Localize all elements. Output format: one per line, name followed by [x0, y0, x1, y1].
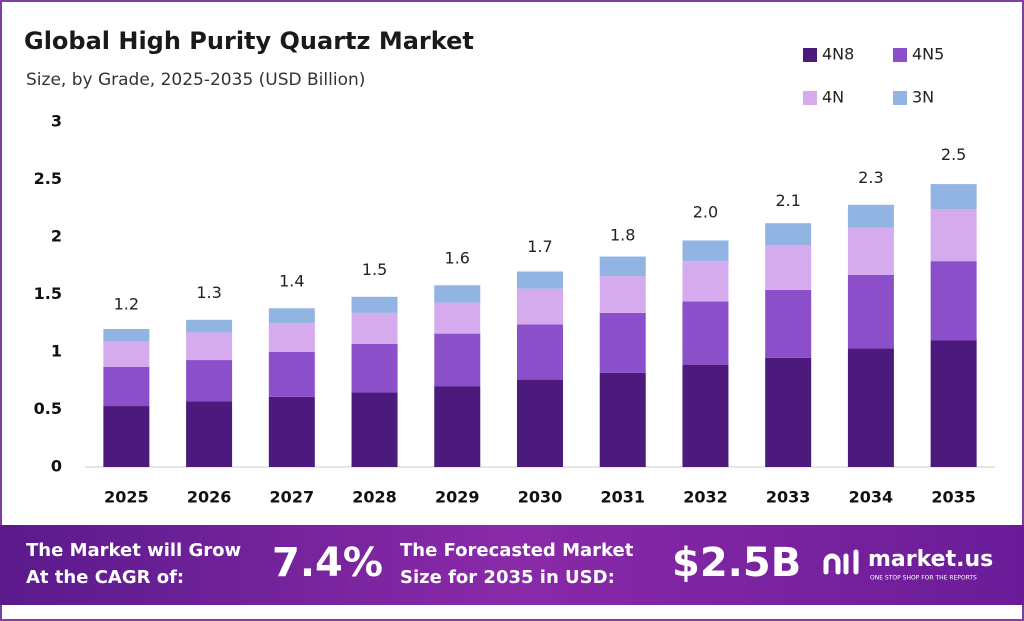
bar-segment — [351, 392, 398, 467]
bar-segment — [186, 360, 233, 402]
bar-segment — [930, 184, 977, 210]
x-tick-label: 2034 — [849, 488, 894, 507]
data-label: 1.8 — [610, 226, 635, 245]
bar-segment — [682, 364, 729, 467]
bar-segment — [103, 366, 150, 407]
bar-segment — [599, 312, 646, 373]
legend-label: 4N — [822, 88, 844, 107]
bar-segment — [351, 296, 398, 313]
brand-tagline: ONE STOP SHOP FOR THE REPORTS — [870, 575, 977, 582]
data-label: 2.1 — [775, 191, 800, 210]
x-tick-label: 2028 — [352, 488, 397, 507]
bar-segment — [847, 348, 894, 467]
bar-segment — [186, 319, 233, 333]
x-tick-label: 2032 — [683, 488, 728, 507]
bar-segment — [930, 340, 977, 467]
bar-segment — [517, 379, 563, 467]
bar-segment — [186, 332, 233, 361]
bar-segment — [847, 227, 894, 275]
bar-segment — [434, 285, 481, 303]
y-tick-label: 2.5 — [34, 169, 62, 188]
bar-segment — [351, 343, 398, 393]
bar-segment — [682, 240, 729, 262]
banner — [0, 525, 1024, 605]
legend-swatch — [803, 91, 817, 105]
banner-text: At the CAGR of: — [26, 567, 184, 588]
data-label: 1.4 — [279, 272, 304, 291]
data-label: 2.0 — [693, 203, 718, 222]
bar-segment — [599, 276, 646, 313]
x-tick-label: 2029 — [435, 488, 480, 507]
bar-segment — [847, 204, 894, 228]
chart-subtitle: Size, by Grade, 2025-2035 (USD Billion) — [26, 70, 365, 90]
bar-segment — [765, 223, 812, 246]
bar-segment — [186, 401, 233, 467]
legend-label: 4N8 — [822, 45, 854, 64]
bar-segment — [517, 271, 563, 289]
data-label: 1.5 — [362, 260, 387, 279]
bar-segment — [682, 301, 729, 365]
banner-text: The Forecasted Market — [400, 540, 634, 561]
bar-segment — [268, 308, 315, 324]
bar-segment — [268, 352, 315, 397]
y-tick-label: 3 — [51, 112, 62, 131]
bar-segment — [599, 256, 646, 277]
bar-segment — [765, 245, 812, 290]
x-tick-label: 2033 — [766, 488, 811, 507]
data-label: 2.5 — [941, 145, 966, 164]
bar-segment — [268, 323, 315, 352]
legend-swatch — [803, 48, 817, 62]
data-label: 1.2 — [114, 295, 139, 314]
x-tick-label: 2026 — [187, 488, 232, 507]
bar-segment — [682, 261, 729, 302]
bar-segment — [765, 357, 812, 467]
bar-segment — [930, 209, 977, 262]
data-label: 1.3 — [196, 283, 221, 302]
legend-label: 4N5 — [912, 45, 944, 64]
bar-segment — [517, 288, 563, 325]
brand: market.us — [868, 547, 993, 572]
bar-segment — [351, 312, 398, 344]
bar-segment — [930, 261, 977, 341]
legend-label: 3N — [912, 88, 934, 107]
bar-segment — [434, 386, 481, 467]
bar-segment — [434, 302, 481, 334]
x-tick-label: 2025 — [104, 488, 149, 507]
y-tick-label: 2 — [51, 227, 62, 246]
bar-segment — [103, 329, 150, 342]
bar-segment — [765, 289, 812, 358]
y-tick-label: 0 — [51, 457, 62, 476]
brand-logo — [823, 549, 859, 575]
bar-segment — [599, 372, 646, 467]
bar-segment — [103, 406, 150, 467]
x-tick-label: 2031 — [600, 488, 645, 507]
bar-segment — [268, 396, 315, 467]
y-tick-label: 1 — [51, 342, 62, 361]
chart-title: Global High Purity Quartz Market — [24, 27, 474, 55]
data-label: 1.6 — [445, 249, 470, 268]
legend-swatch — [893, 91, 907, 105]
banner-value: 7.4% — [272, 540, 383, 586]
bar-segment — [103, 341, 150, 367]
banner-value: $2.5B — [672, 540, 801, 586]
legend-swatch — [893, 48, 907, 62]
data-label: 1.7 — [527, 237, 552, 256]
banner-text: Size for 2035 in USD: — [400, 567, 615, 588]
x-tick-label: 2027 — [270, 488, 315, 507]
y-tick-label: 0.5 — [34, 399, 62, 418]
bar-segment — [847, 274, 894, 349]
bar-segment — [434, 333, 481, 387]
x-tick-label: 2035 — [931, 488, 976, 507]
data-label: 2.3 — [858, 168, 883, 187]
bar-segment — [517, 324, 563, 380]
banner-text: The Market will Grow — [26, 540, 241, 561]
y-tick-label: 1.5 — [34, 284, 62, 303]
x-tick-label: 2030 — [518, 488, 563, 507]
